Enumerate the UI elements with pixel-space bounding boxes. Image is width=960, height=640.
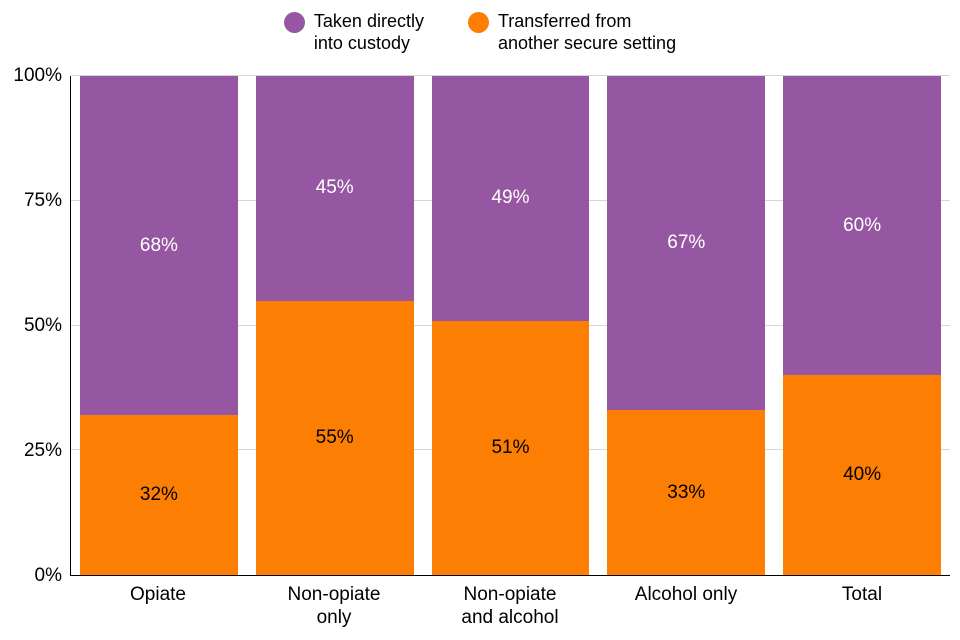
bar-value-label: 45% [315, 177, 354, 199]
bar-value-label: 67% [667, 232, 706, 254]
y-tick-label: 25% [23, 440, 62, 461]
bar-non-opiate-and-alcohol: 49% 51% [431, 76, 590, 575]
y-tick-label: 50% [23, 315, 62, 336]
bar-slot: 68% 32% [71, 76, 247, 575]
chart-legend: Taken directly into custody Transferred … [0, 0, 960, 76]
y-tick-label: 100% [13, 65, 62, 86]
bars-layer: 68% 32% 45% 55% 49% 51% 67% 33% 60% 40% [71, 76, 950, 575]
legend-label-custody: Taken directly into custody [313, 11, 424, 53]
plot-row: 0% 25% 50% 75% 100% 68% 32% 45% 55% 49% 51% 67% 33%… [0, 65, 960, 586]
bar-value-label: 51% [491, 436, 530, 458]
x-axis-label: Total [841, 584, 883, 605]
legend-item-transferred: Transferred from another secure setting [467, 10, 677, 54]
bar-opiate: 68% 32% [80, 76, 238, 575]
bar-alcohol-only: 67% 33% [607, 76, 766, 575]
legend-item-custody: Taken directly into custody [283, 10, 424, 54]
bar-slot: 45% 55% [247, 76, 423, 575]
x-axis-label: Opiate [130, 584, 186, 605]
bar-slot: 67% 33% [598, 76, 774, 575]
bar-slot: 49% 51% [423, 76, 599, 575]
bar-segment: 49% [431, 76, 590, 321]
plot-area: 68% 32% 45% 55% 49% 51% 67% 33% 60% 40% [70, 75, 950, 576]
bar-value-label: 60% [843, 214, 882, 236]
bar-segment: 55% [255, 300, 414, 575]
bar-value-label: 40% [843, 464, 882, 486]
y-tick-label: 75% [23, 190, 62, 211]
legend-swatch-custody-icon [283, 12, 305, 33]
bar-segment: 40% [783, 375, 941, 575]
bar-segment: 67% [607, 76, 766, 411]
y-tick-label: 0% [34, 565, 62, 586]
bar-value-label: 55% [315, 426, 354, 448]
y-axis: 0% 25% 50% 75% 100% [0, 65, 70, 586]
x-axis-label: Non-opiate and alcohol [461, 584, 559, 628]
bar-non-opiate-only: 45% 55% [255, 76, 414, 575]
legend-label-transferred: Transferred from another secure setting [497, 11, 677, 53]
bar-value-label: 33% [667, 481, 706, 503]
bar-segment: 33% [607, 410, 766, 575]
x-axis-label: Non-opiate only [287, 584, 381, 628]
bar-segment: 45% [255, 76, 414, 301]
bar-segment: 32% [80, 415, 238, 575]
legend-swatch-transferred-icon [467, 12, 489, 33]
bar-segment: 68% [80, 76, 238, 416]
bar-value-label: 68% [139, 234, 178, 256]
x-axis: Opiate Non-opiate only Non-opiate and alco… [70, 576, 950, 629]
bar-total: 60% 40% [783, 76, 941, 575]
bar-value-label: 32% [139, 484, 178, 506]
x-axis-label: Alcohol only [634, 584, 738, 605]
gridline [71, 75, 950, 76]
bar-segment: 51% [431, 320, 590, 575]
bar-slot: 60% 40% [774, 76, 950, 575]
bar-segment: 60% [783, 76, 941, 376]
bar-value-label: 49% [491, 187, 530, 209]
